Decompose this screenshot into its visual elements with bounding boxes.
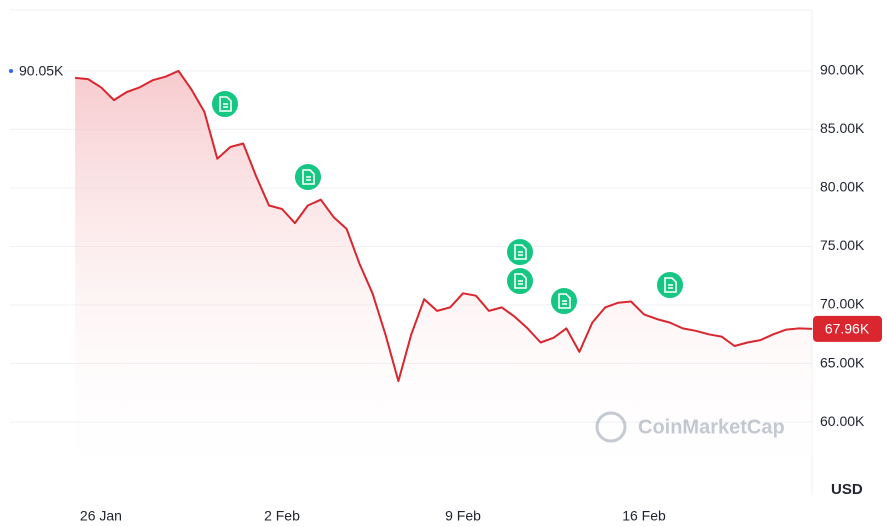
area-fill (75, 70, 813, 491)
last-price-label: 67.96K (825, 321, 870, 337)
high-dot (9, 69, 13, 73)
watermark: CoinMarketCap (638, 416, 785, 438)
price-line (75, 69, 813, 383)
y-tick-label: 85.00K (820, 120, 865, 136)
y-tick-label: 80.00K (820, 179, 865, 195)
x-tick-label: 16 Feb (622, 508, 666, 524)
news-icon (302, 169, 315, 185)
y-tick-label: 70.00K (820, 296, 865, 312)
y-tick-label: 75.00K (820, 237, 865, 253)
currency-label: USD (831, 481, 863, 498)
news-icon (219, 96, 232, 112)
y-tick-label: 65.00K (820, 354, 865, 370)
news-icon (558, 293, 571, 309)
watermark-group: CoinMarketCap (595, 411, 785, 443)
x-tick-label: 26 Jan (80, 508, 122, 524)
news-icon (664, 277, 677, 293)
high-label: 90.05K (19, 63, 64, 79)
x-tick-label: 9 Feb (445, 508, 481, 524)
y-tick-label: 90.00K (820, 62, 865, 78)
watermark-logo (595, 411, 627, 443)
news-icon (514, 244, 527, 260)
y-tick-label: 60.00K (820, 413, 865, 429)
x-tick-label: 2 Feb (264, 508, 300, 524)
last-price-badge (813, 315, 882, 342)
news-icon (514, 273, 527, 289)
